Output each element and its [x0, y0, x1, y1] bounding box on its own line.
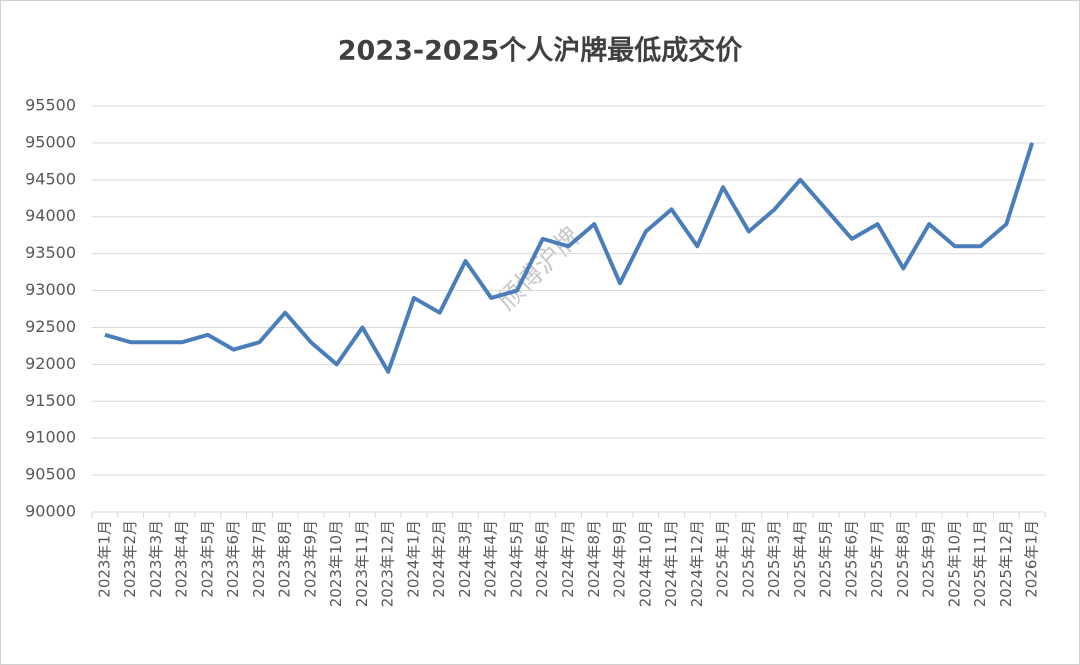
x-tick-label: 2024年6月: [533, 520, 551, 598]
x-tick-label: 2024年12月: [688, 520, 706, 607]
x-tick-label: 2025年5月: [817, 520, 835, 598]
x-tick-label: 2023年6月: [224, 520, 242, 598]
y-tick-label: 95000: [25, 132, 76, 151]
y-tick-label: 91500: [25, 391, 76, 410]
x-tick-label: 2023年3月: [147, 520, 165, 598]
chart-title: 2023-2025个人沪牌最低成交价: [338, 35, 743, 67]
x-tick-label: 2024年2月: [430, 520, 448, 598]
x-tick-label: 2023年4月: [173, 520, 191, 598]
x-tick-label: 2023年8月: [276, 520, 294, 598]
x-tick-label: 2023年12月: [379, 520, 397, 607]
x-tick-label: 2025年1月: [714, 520, 732, 598]
y-tick-label: 92000: [25, 354, 76, 373]
x-tick-label: 2024年4月: [482, 520, 500, 598]
x-tick-label: 2025年11月: [971, 520, 989, 607]
x-tick-label: 2023年2月: [121, 520, 139, 598]
x-tick-label: 2025年7月: [868, 520, 886, 598]
x-tick-label: 2023年7月: [250, 520, 268, 598]
x-tick-label: 2023年11月: [353, 520, 371, 607]
x-tick-label: 2024年10月: [636, 520, 654, 607]
y-tick-label: 93000: [25, 280, 76, 299]
x-tick-label: 2025年6月: [842, 520, 860, 598]
y-tick-label: 94500: [25, 169, 76, 188]
y-tick-label: 94000: [25, 206, 76, 225]
y-tick-label: 92500: [25, 317, 76, 336]
y-tick-label: 90000: [25, 502, 76, 521]
x-tick-label: 2024年8月: [585, 520, 603, 598]
x-tick-label: 2026年1月: [1023, 520, 1041, 598]
x-tick-label: 2025年4月: [791, 520, 809, 598]
x-tick-label: 2025年12月: [997, 520, 1015, 607]
x-tick-label: 2024年11月: [662, 520, 680, 607]
x-tick-label: 2024年9月: [611, 520, 629, 598]
x-tick-label: 2025年2月: [739, 520, 757, 598]
x-tick-label: 2023年10月: [327, 520, 345, 607]
x-tick-label: 2023年9月: [301, 520, 319, 598]
y-tick-label: 90500: [25, 465, 76, 484]
x-tick-label: 2025年9月: [920, 520, 938, 598]
x-tick-label: 2025年10月: [945, 520, 963, 607]
x-tick-label: 2024年7月: [559, 520, 577, 598]
x-tick-label: 2023年5月: [198, 520, 216, 598]
y-tick-label: 93500: [25, 243, 76, 262]
x-tick-label: 2024年5月: [507, 520, 525, 598]
x-tick-label: 2025年3月: [765, 520, 783, 598]
y-tick-label: 91000: [25, 428, 76, 447]
x-tick-label: 2025年8月: [894, 520, 912, 598]
y-tick-label: 95500: [25, 96, 76, 115]
x-tick-label: 2023年1月: [95, 520, 113, 598]
x-tick-label: 2024年1月: [404, 520, 422, 598]
x-tick-label: 2024年3月: [456, 520, 474, 598]
data-line: [104, 142, 1035, 374]
